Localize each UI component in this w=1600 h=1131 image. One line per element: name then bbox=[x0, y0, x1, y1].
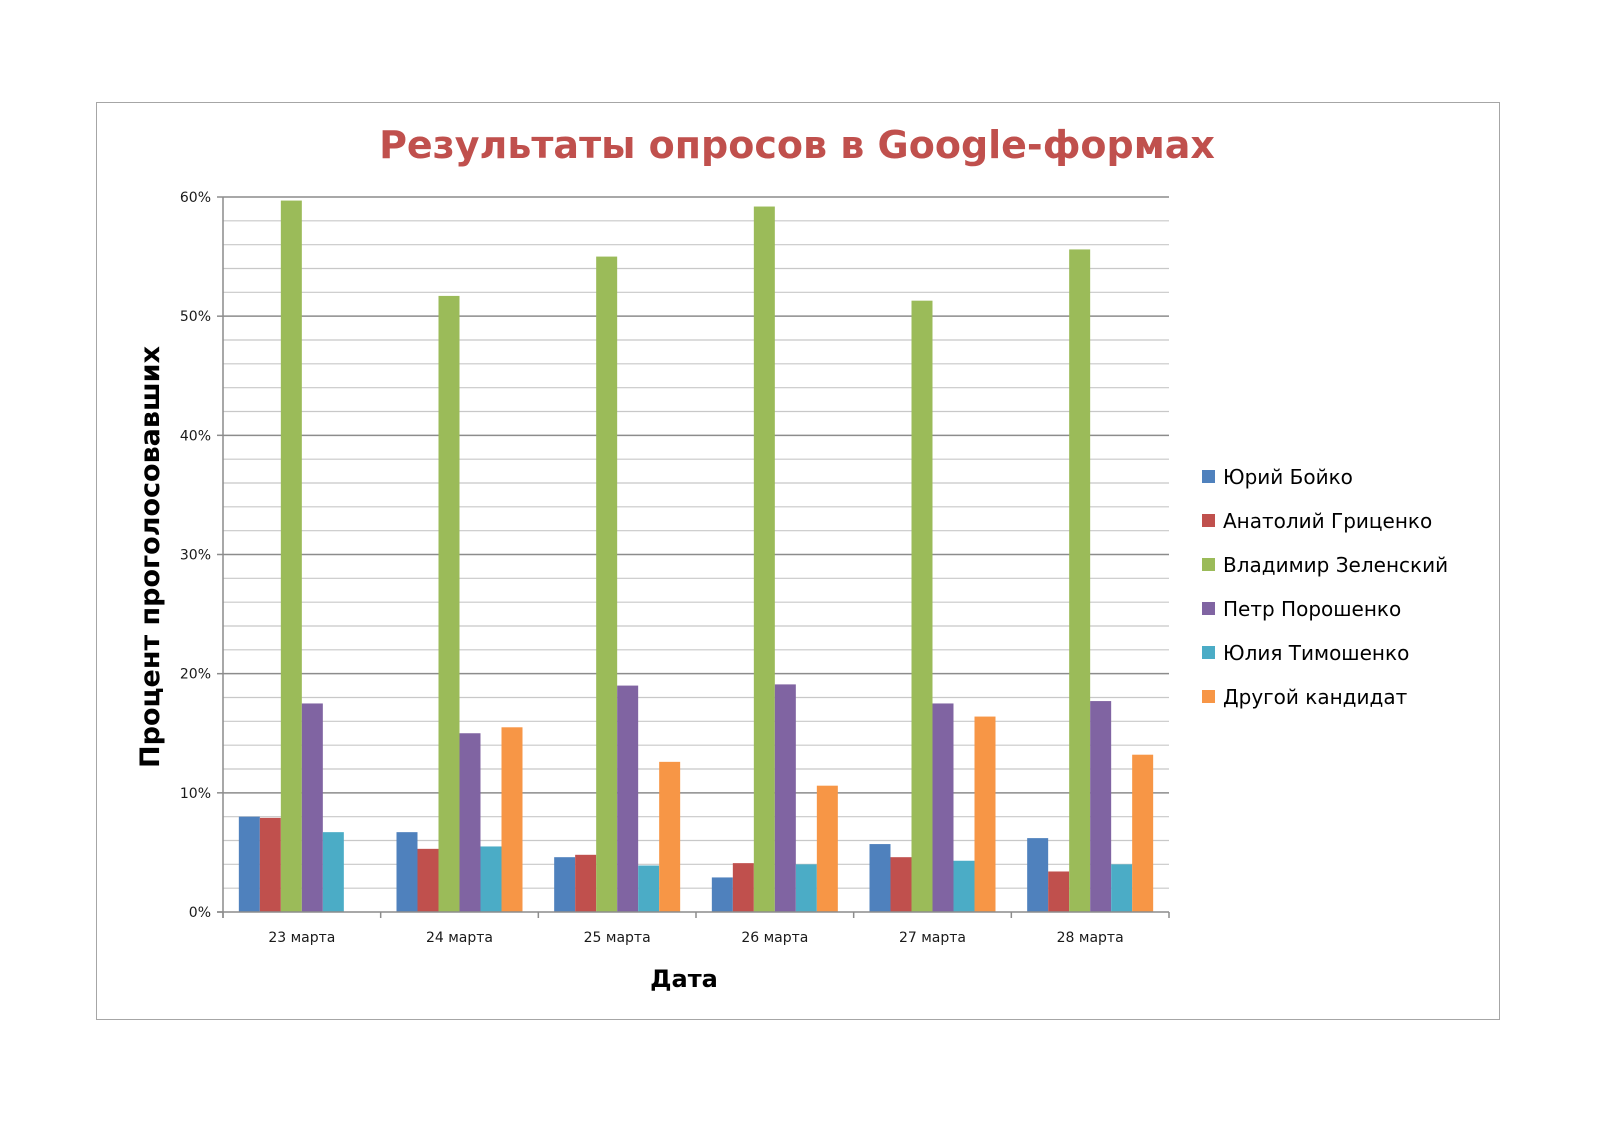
x-tick-label: 28 марта bbox=[1057, 930, 1124, 946]
legend-item: Другой кандидат bbox=[1202, 685, 1408, 709]
bar bbox=[638, 865, 660, 912]
bar bbox=[1048, 871, 1070, 912]
legend-swatch bbox=[1202, 470, 1215, 483]
bar bbox=[795, 864, 817, 912]
bar bbox=[974, 716, 996, 912]
bar bbox=[322, 832, 344, 912]
x-tick-label: 23 марта bbox=[268, 930, 335, 946]
legend: Юрий Бойко Анатолий Гриценко Владимир Зеле… bbox=[1202, 465, 1448, 709]
bar bbox=[280, 200, 302, 912]
bar bbox=[816, 785, 838, 912]
bar bbox=[953, 860, 975, 912]
bar bbox=[554, 857, 576, 912]
bar bbox=[459, 733, 481, 912]
legend-label: Юлия Тимошенко bbox=[1223, 641, 1409, 665]
legend-label: Анатолий Гриценко bbox=[1223, 509, 1432, 533]
x-axis-ticks: 23 марта 24 марта 25 марта 26 марта 27 марта… bbox=[268, 930, 1123, 946]
x-tick-label: 27 марта bbox=[899, 930, 966, 946]
bar bbox=[238, 816, 260, 912]
y-axis-ticks: 0% 10% 20% 30% 40% 50% 60% bbox=[180, 190, 211, 921]
y-tick-label: 20% bbox=[180, 667, 211, 683]
bar bbox=[259, 817, 281, 912]
axes bbox=[217, 196, 1170, 918]
bar bbox=[732, 863, 754, 912]
bar bbox=[480, 846, 502, 912]
y-tick-label: 10% bbox=[180, 786, 211, 802]
legend-label: Петр Порошенко bbox=[1223, 597, 1401, 621]
legend-item: Юлия Тимошенко bbox=[1202, 641, 1409, 665]
bar bbox=[1069, 249, 1091, 912]
legend-label: Юрий Бойко bbox=[1223, 465, 1353, 489]
legend-item: Владимир Зеленский bbox=[1202, 553, 1448, 577]
bar bbox=[774, 684, 796, 912]
bar bbox=[890, 857, 912, 912]
bar bbox=[1027, 838, 1049, 912]
legend-item: Юрий Бойко bbox=[1202, 465, 1353, 489]
legend-label: Другой кандидат bbox=[1223, 685, 1408, 709]
y-tick-label: 60% bbox=[180, 190, 211, 206]
bar bbox=[659, 761, 681, 912]
bar bbox=[617, 685, 639, 912]
bar bbox=[575, 854, 597, 912]
bar bbox=[753, 206, 775, 912]
legend-label: Владимир Зеленский bbox=[1223, 553, 1448, 577]
legend-swatch bbox=[1202, 602, 1215, 615]
y-axis-title: Процент проголосовавших bbox=[135, 346, 166, 768]
legend-swatch bbox=[1202, 558, 1215, 571]
legend-swatch bbox=[1202, 690, 1215, 703]
chart-frame: Результаты опросов в Google-формах 0% 10%… bbox=[96, 102, 1500, 1020]
y-tick-label: 40% bbox=[180, 428, 211, 444]
y-tick-label: 50% bbox=[180, 309, 211, 325]
bar bbox=[1132, 754, 1154, 912]
x-tick-label: 26 марта bbox=[741, 930, 808, 946]
bar bbox=[911, 300, 933, 912]
bar bbox=[711, 877, 733, 912]
x-tick-label: 25 марта bbox=[584, 930, 651, 946]
legend-swatch bbox=[1202, 646, 1215, 659]
bar bbox=[1090, 701, 1112, 912]
legend-item: Анатолий Гриценко bbox=[1202, 509, 1432, 533]
bar bbox=[417, 848, 439, 912]
bar bbox=[438, 295, 460, 912]
bar bbox=[932, 703, 954, 912]
bar bbox=[396, 832, 418, 912]
bar bbox=[301, 703, 323, 912]
legend-swatch bbox=[1202, 514, 1215, 527]
x-axis-title: Дата bbox=[650, 965, 718, 993]
bar bbox=[501, 727, 523, 912]
bar bbox=[1111, 864, 1133, 912]
chart-title: Результаты опросов в Google-формах bbox=[379, 123, 1215, 167]
bars bbox=[238, 200, 1154, 912]
y-tick-label: 0% bbox=[189, 905, 211, 921]
x-tick-label: 24 марта bbox=[426, 930, 493, 946]
legend-item: Петр Порошенко bbox=[1202, 597, 1401, 621]
bar-chart: Результаты опросов в Google-формах 0% 10%… bbox=[135, 123, 1448, 993]
y-tick-label: 30% bbox=[180, 548, 211, 564]
bar bbox=[869, 844, 891, 912]
gridlines bbox=[223, 196, 1169, 889]
bar bbox=[596, 256, 618, 912]
